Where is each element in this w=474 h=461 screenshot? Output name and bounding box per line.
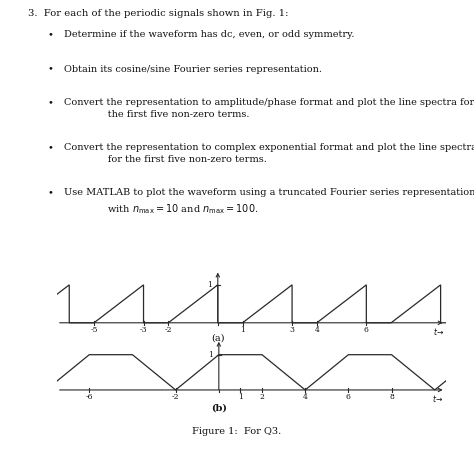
Text: Determine if the waveform has dc, even, or odd symmetry.: Determine if the waveform has dc, even, …	[64, 30, 355, 39]
Text: -5: -5	[90, 326, 98, 334]
Text: 1: 1	[240, 326, 245, 334]
Text: -6: -6	[85, 394, 93, 402]
Text: (a): (a)	[211, 333, 225, 343]
Text: 3: 3	[290, 326, 294, 334]
Text: Convert the representation to amplitude/phase format and plot the line spectra f: Convert the representation to amplitude/…	[64, 98, 474, 119]
Text: $t\!\rightarrow$: $t\!\rightarrow$	[432, 394, 443, 404]
Text: 4: 4	[303, 394, 308, 402]
Text: 6: 6	[346, 394, 351, 402]
Text: (b): (b)	[211, 403, 227, 412]
Text: 6: 6	[364, 326, 369, 334]
Text: 4: 4	[314, 326, 319, 334]
Text: Figure 1:  For Q3.: Figure 1: For Q3.	[192, 427, 282, 436]
Text: -3: -3	[140, 326, 147, 334]
Text: •: •	[47, 98, 53, 107]
Text: Convert the representation to complex exponential format and plot the line spect: Convert the representation to complex ex…	[64, 143, 474, 165]
Text: $t\!\rightarrow$: $t\!\rightarrow$	[433, 326, 444, 337]
Text: •: •	[47, 30, 53, 39]
Text: 1: 1	[208, 351, 213, 359]
Text: Obtain its cosine/sine Fourier series representation.: Obtain its cosine/sine Fourier series re…	[64, 65, 322, 74]
Text: 2: 2	[260, 394, 264, 402]
Text: 1: 1	[208, 281, 212, 289]
Text: -2: -2	[164, 326, 172, 334]
Text: •: •	[47, 143, 53, 152]
Text: -2: -2	[172, 394, 179, 402]
Text: •: •	[47, 65, 53, 74]
Text: 8: 8	[389, 394, 394, 402]
Text: Use MATLAB to plot the waveform using a truncated Fourier series representations: Use MATLAB to plot the waveform using a …	[64, 188, 474, 216]
Text: •: •	[47, 188, 53, 197]
Text: 3.  For each of the periodic signals shown in Fig. 1:: 3. For each of the periodic signals show…	[28, 9, 289, 18]
Text: 1: 1	[238, 394, 243, 402]
